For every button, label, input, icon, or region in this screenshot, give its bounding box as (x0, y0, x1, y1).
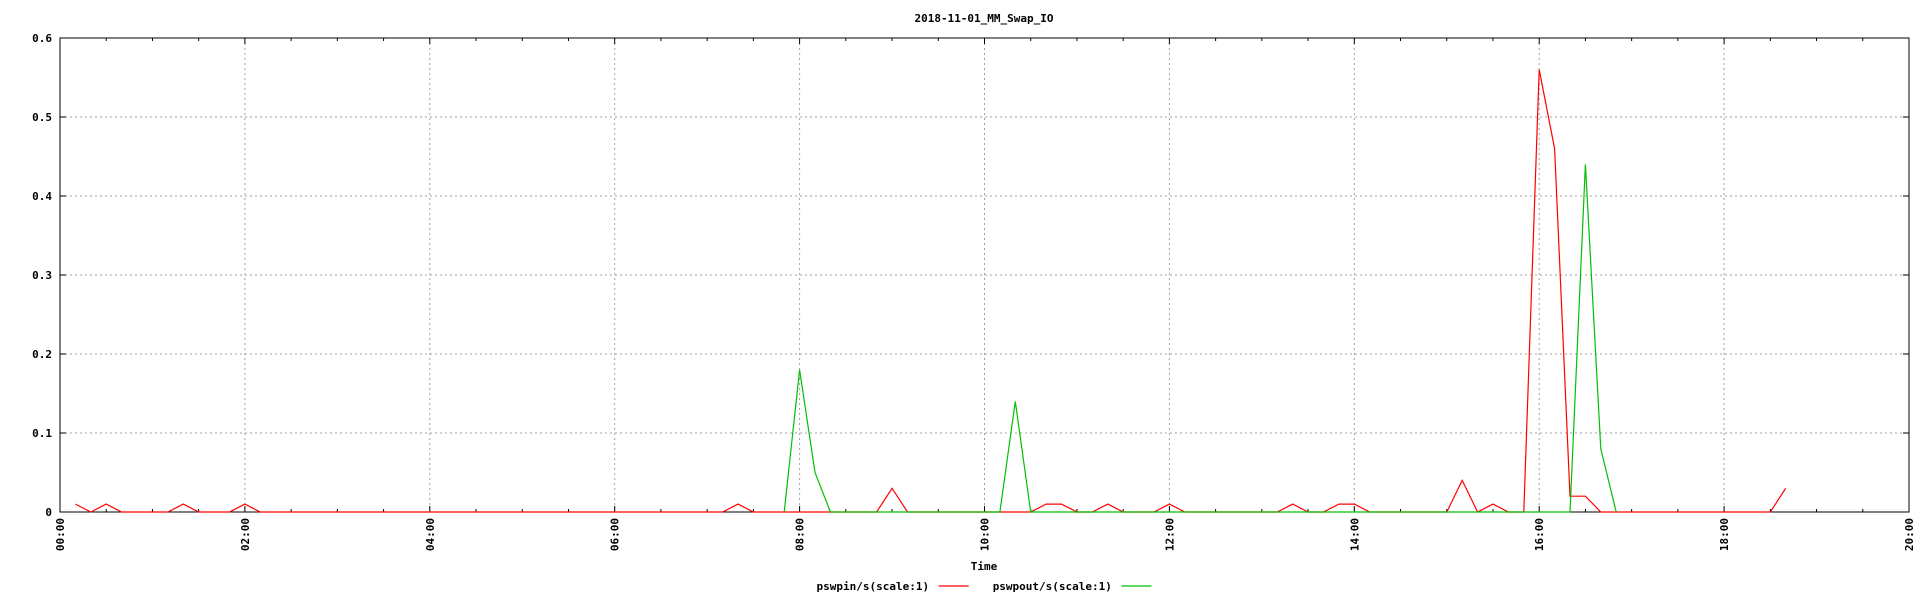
x-axis-label: Time (971, 560, 998, 573)
x-tick-label: 18:00 (1718, 518, 1731, 551)
x-tick-label: 20:00 (1903, 518, 1916, 551)
y-tick-label: 0.1 (32, 427, 52, 440)
x-tick-label: 16:00 (1533, 518, 1546, 551)
series-line-pswpin (75, 69, 1787, 513)
y-axis: 0 0.1 0.2 0.3 0.4 0.5 0.6 (32, 32, 1909, 519)
grid (60, 38, 1909, 512)
legend-label: pswpin/s(scale:1) (817, 580, 930, 593)
x-tick-label: 12:00 (1163, 518, 1176, 551)
chart-title: 2018-11-01_MM_Swap_IO (914, 12, 1053, 25)
x-tick-label: 14:00 (1348, 518, 1361, 551)
legend: pswpin/s(scale:1) pswpout/s(scale:1) (817, 580, 1152, 593)
y-tick-label: 0.3 (32, 269, 52, 282)
x-tick-label: 08:00 (794, 518, 807, 551)
y-tick-label: 0 (45, 506, 52, 519)
plot-area (75, 69, 1787, 513)
x-tick-label: 02:00 (239, 518, 252, 551)
y-tick-label: 0.6 (32, 32, 52, 45)
x-tick-label: 04:00 (424, 518, 437, 551)
y-tick-label: 0.2 (32, 348, 52, 361)
series-line-pswpout (783, 164, 1617, 513)
y-tick-label: 0.5 (32, 111, 52, 124)
x-tick-label: 10:00 (979, 518, 992, 551)
x-axis: 00:00 02:00 04:00 06:00 08:00 10:00 12:00 14:00… (54, 38, 1916, 551)
x-tick-label: 00:00 (54, 518, 67, 551)
y-tick-label: 0.4 (32, 190, 52, 203)
legend-label: pswpout/s(scale:1) (993, 580, 1112, 593)
x-tick-label: 06:00 (609, 518, 622, 551)
